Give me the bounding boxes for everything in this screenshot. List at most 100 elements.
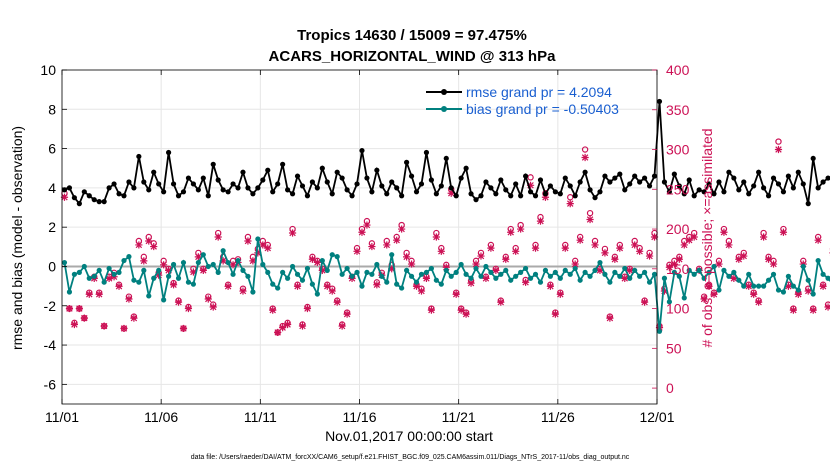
- bias-point: [299, 277, 306, 283]
- obs-assimilated-marker: [120, 324, 128, 333]
- y-tick-label: 8: [48, 101, 56, 117]
- rmse-point: [795, 169, 801, 175]
- chart-title-line2: ACARS_HORIZONTAL_WIND @ 313 hPa: [269, 48, 557, 65]
- bias-point: [235, 257, 241, 264]
- obs-assimilated-marker: [383, 241, 391, 249]
- bias-point: [136, 279, 142, 285]
- rmse-point: [562, 175, 568, 181]
- obs-assimilated-marker: [819, 282, 827, 290]
- bias-point: [468, 275, 474, 281]
- rmse-point: [324, 179, 330, 185]
- right-y-tick-label: 250: [666, 181, 690, 197]
- legend: rmse grand pr = 4.2094 bias grand pr = -…: [426, 84, 619, 117]
- legend-bias-marker: [441, 106, 447, 112]
- rmse-point: [285, 187, 291, 193]
- obs-assimilated-marker: [482, 274, 490, 282]
- bias-point: [795, 287, 801, 293]
- obs-assimilated-marker: [546, 282, 554, 290]
- rmse-point: [369, 189, 375, 195]
- rmse-point: [557, 191, 563, 197]
- bias-point: [314, 291, 320, 297]
- rmse-point: [220, 187, 226, 193]
- rmse-point: [458, 175, 464, 181]
- rmse-point: [294, 173, 301, 179]
- rmse-point: [785, 173, 791, 179]
- obs-assimilated-marker: [556, 290, 564, 298]
- obs-assimilated-marker: [189, 268, 197, 276]
- legend-rmse-label: rmse grand pr = 4.2094: [466, 84, 612, 100]
- rmse-line: [64, 101, 830, 206]
- bias-point: [433, 277, 439, 283]
- bias-point: [438, 281, 444, 287]
- bias-point: [334, 254, 340, 260]
- bias-point: [731, 269, 737, 275]
- rmse-point: [582, 169, 588, 175]
- obs-assimilated-marker: [219, 257, 227, 265]
- obs-assimilated-marker: [616, 244, 624, 252]
- obs-assimilated-marker: [75, 304, 83, 313]
- rmse-point: [632, 173, 638, 179]
- rmse-point: [587, 187, 593, 193]
- obs-assimilated-marker: [293, 282, 302, 290]
- rmse-point: [463, 165, 469, 171]
- obs-assimilated-marker: [427, 306, 435, 314]
- bias-point: [651, 271, 658, 277]
- rmse-point: [810, 155, 816, 162]
- obs-possible-marker: [581, 146, 589, 153]
- obs-assimilated-marker: [452, 290, 460, 298]
- bias-point: [309, 281, 315, 287]
- rmse-point: [602, 173, 608, 179]
- obs-assimilated-marker: [328, 287, 336, 295]
- obs-possible-marker: [586, 209, 594, 217]
- bias-point: [820, 271, 826, 277]
- rmse-point: [552, 189, 558, 195]
- right-y-tick-label: 300: [666, 142, 690, 158]
- obs-assimilated-marker: [432, 233, 440, 241]
- rmse-point: [205, 193, 211, 199]
- bias-point: [746, 271, 752, 277]
- rmse-point: [374, 167, 380, 173]
- obs-assimilated-marker: [308, 255, 316, 263]
- rmse-point: [364, 175, 370, 181]
- obs-assimilated-marker: [95, 290, 103, 298]
- rmse-point: [339, 175, 345, 181]
- bias-point: [716, 287, 722, 293]
- rmse-point: [408, 173, 415, 179]
- obs-assimilated-marker: [705, 282, 713, 290]
- obs-assimilated-marker: [740, 252, 748, 260]
- obs-assimilated-marker: [804, 287, 812, 295]
- bias-point: [666, 299, 672, 305]
- rmse-point: [661, 179, 668, 185]
- rmse-point: [215, 177, 221, 183]
- bias-point: [354, 269, 360, 275]
- rmse-point: [280, 161, 286, 167]
- y-tick-label: 10: [40, 62, 56, 78]
- bias-point: [161, 297, 167, 303]
- bias-point: [294, 271, 301, 277]
- rmse-series: [61, 98, 830, 207]
- bias-point: [215, 269, 221, 275]
- bias-point: [592, 267, 598, 273]
- obs-assimilated-marker: [601, 249, 609, 257]
- rmse-point: [577, 179, 583, 185]
- obs-assimilated-marker: [760, 233, 768, 241]
- bias-point: [270, 281, 276, 287]
- bias-point: [369, 271, 375, 277]
- rmse-point: [731, 175, 737, 181]
- obs-assimilated-marker: [398, 225, 406, 233]
- rmse-point: [433, 191, 439, 197]
- obs-assimilated-marker: [169, 281, 178, 289]
- bias-point: [696, 267, 702, 273]
- bias-point: [404, 267, 410, 273]
- obs-assimilated-marker: [755, 298, 763, 306]
- obs-assimilated-marker: [130, 314, 138, 322]
- bias-point: [532, 271, 539, 277]
- bias-point: [121, 257, 127, 264]
- rmse-point: [815, 185, 821, 191]
- bias-point: [374, 261, 380, 268]
- obs-assimilated-marker: [561, 244, 569, 252]
- bias-point: [448, 273, 454, 279]
- bias-point: [493, 275, 499, 281]
- obs-assimilated-marker: [690, 233, 698, 241]
- rmse-point: [453, 193, 459, 199]
